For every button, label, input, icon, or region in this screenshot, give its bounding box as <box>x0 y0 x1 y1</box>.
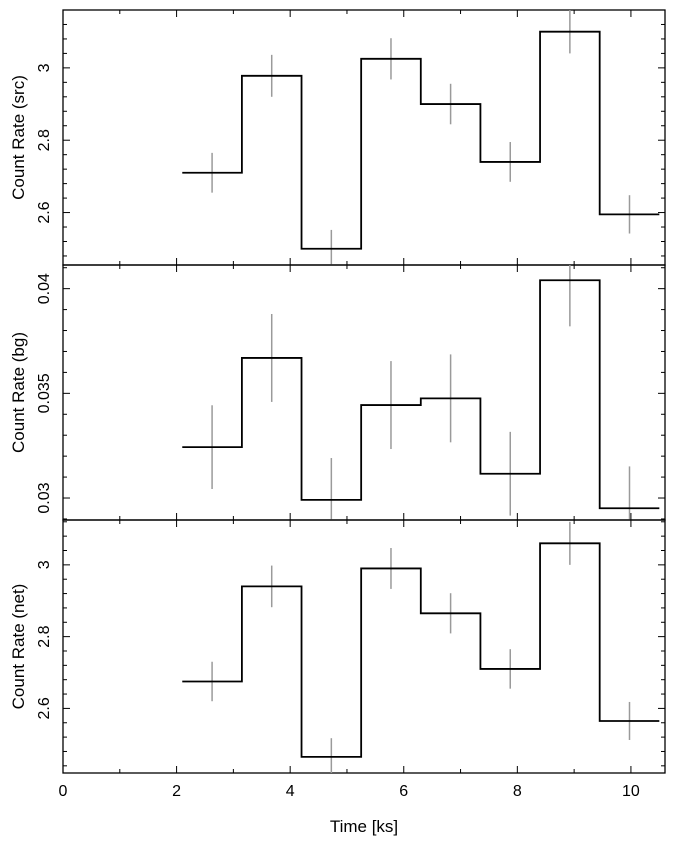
x-tick-label: 0 <box>59 783 68 800</box>
y-tick-label-bg: 0.04 <box>36 273 53 304</box>
step-line-src <box>182 30 660 250</box>
x-tick-label: 2 <box>172 783 181 800</box>
plot-frame-src <box>62 9 666 266</box>
y-tick-label-net: 2.8 <box>36 625 53 647</box>
x-tick-label: 6 <box>399 783 408 800</box>
y-tick-label-src: 2.6 <box>36 201 53 223</box>
x-tick-label: 8 <box>513 783 522 800</box>
panel-src: 2.6 2.8 3 Count Rate (src) <box>9 9 666 266</box>
y-tick-label-net: 3 <box>36 560 53 569</box>
y-axis-label-bg: Count Rate (bg) <box>9 332 28 453</box>
y-axis-label-net: Count Rate (net) <box>9 584 28 710</box>
plot-frame-bg <box>62 264 666 521</box>
x-tick-label: 4 <box>286 783 295 800</box>
y-axis-label-src: Count Rate (src) <box>9 75 28 200</box>
y-tick-label-net: 2.6 <box>36 697 53 719</box>
panel-net: 2.6 2.8 3 Count Rate (net) 0 2 4 6 8 10 Time [ks] <box>9 519 666 836</box>
step-line-bg <box>182 279 660 510</box>
y-tick-label-src: 2.8 <box>36 129 53 151</box>
x-axis-label: Time [ks] <box>330 817 398 836</box>
y-tick-label-bg: 0.03 <box>36 482 53 513</box>
step-line-net <box>182 542 660 758</box>
x-tick-label: 10 <box>622 783 640 800</box>
panel-bg: 0.03 0.035 0.04 Count Rate (bg) <box>9 264 666 521</box>
y-tick-label-src: 3 <box>36 63 53 72</box>
plot-frame-net <box>62 519 666 774</box>
y-tick-label-bg: 0.035 <box>36 373 53 413</box>
